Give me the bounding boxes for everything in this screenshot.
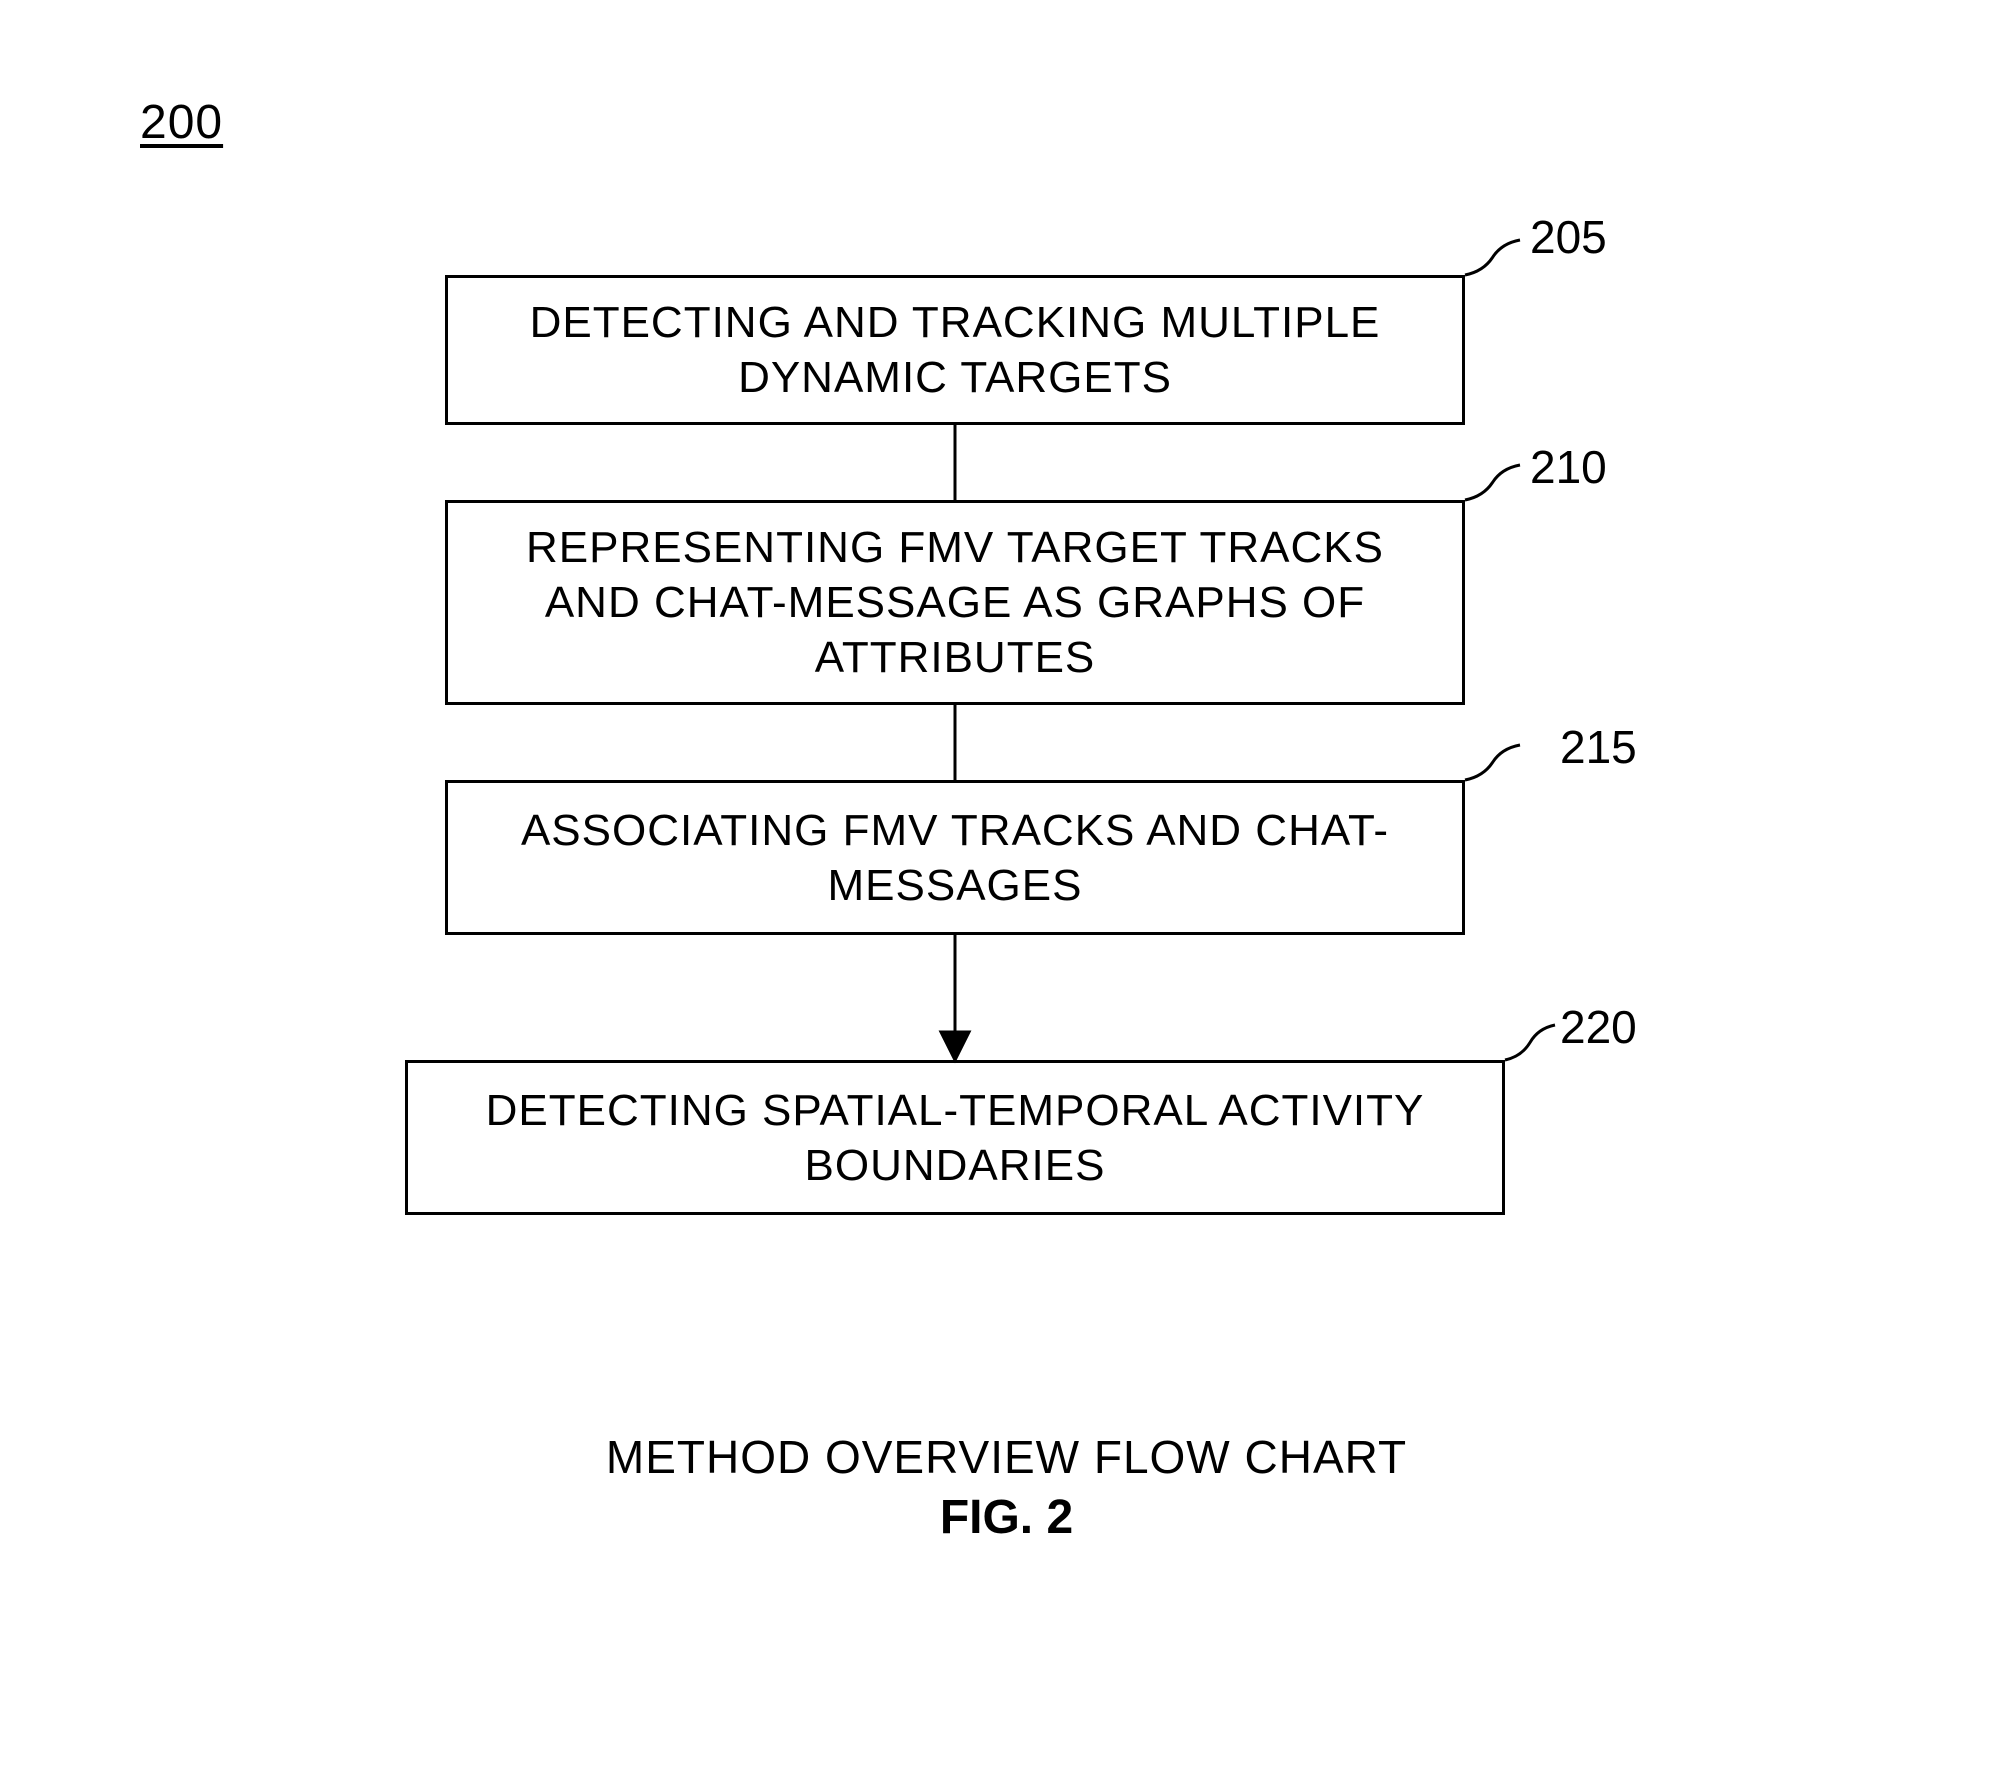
ref-label-210: 210 — [1530, 440, 1607, 494]
flow-node-210-text: REPRESENTING FMV TARGET TRACKS AND CHAT-… — [488, 520, 1422, 685]
flow-node-205: DETECTING AND TRACKING MULTIPLE DYNAMIC … — [445, 275, 1465, 425]
ref-label-215: 215 — [1560, 720, 1637, 774]
flow-node-220-text: DETECTING SPATIAL-TEMPORAL ACTIVITY BOUN… — [448, 1083, 1462, 1193]
flow-node-215: ASSOCIATING FMV TRACKS AND CHAT-MESSAGES — [445, 780, 1465, 935]
ref-label-220: 220 — [1560, 1000, 1637, 1054]
ref-label-205: 205 — [1530, 210, 1607, 264]
caption: METHOD OVERVIEW FLOW CHART — [0, 1430, 2013, 1484]
flow-node-220: DETECTING SPATIAL-TEMPORAL ACTIVITY BOUN… — [405, 1060, 1505, 1215]
flow-node-210: REPRESENTING FMV TARGET TRACKS AND CHAT-… — [445, 500, 1465, 705]
figure-number: 200 — [140, 95, 223, 150]
flow-node-205-text: DETECTING AND TRACKING MULTIPLE DYNAMIC … — [488, 295, 1422, 405]
flow-node-215-text: ASSOCIATING FMV TRACKS AND CHAT-MESSAGES — [488, 803, 1422, 913]
flowchart-canvas: 200 DETECTING AND TRACKING MULTIPLE DYNA… — [0, 0, 2013, 1779]
figure-label: FIG. 2 — [0, 1490, 2013, 1545]
